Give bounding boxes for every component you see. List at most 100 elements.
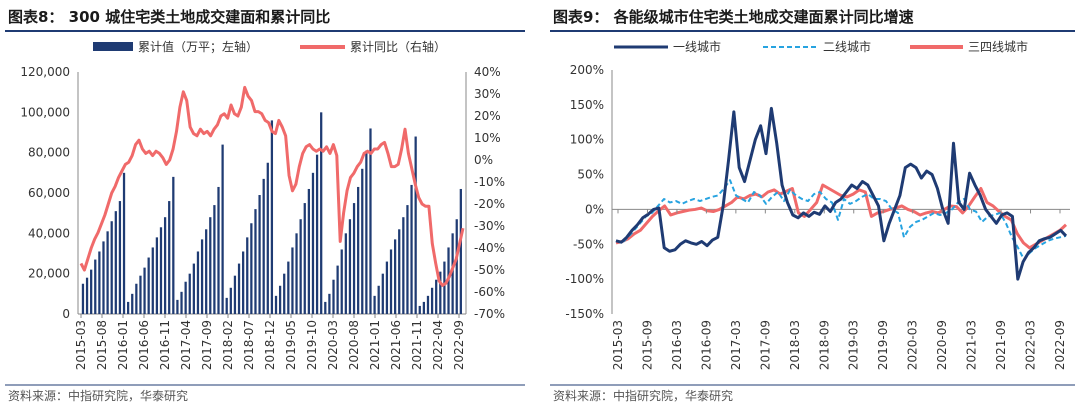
chart8-bar [229,287,232,314]
chart9-y-tick-labels: -150% -100% -50% 0% 50% 100% 150% 200% [565,63,604,321]
chart8-bar [311,172,315,314]
chart8-right-tick-label: -50% [474,263,505,277]
chart8-bar [81,283,85,314]
chart8-bar [106,231,109,314]
chart8-bar [340,249,343,314]
chart8-bar [131,293,134,314]
chart8-bar [315,154,319,314]
chart9-line-series [612,106,1070,281]
chart8-bars [81,112,462,315]
chart8-bar [188,273,191,314]
chart9-x-tick-label: 2021-03 [965,320,979,370]
chart8-right-tick-label: -10% [474,175,505,189]
chart8-bar [151,247,154,314]
chart8-left-tick-label: 40,000 [28,226,70,240]
chart8-bar [209,217,212,314]
chart8-x-tick-label: 2015-03 [74,320,88,370]
chart8-left-tick-label: 120,000 [20,65,70,79]
chart8-bar [233,275,237,314]
chart8-bar [410,184,413,314]
chart8-right-tick-label: 10% [474,131,501,145]
chart8-bar [217,186,220,314]
chart8-bar [357,186,360,314]
chart8-bar [258,195,261,314]
chart8-bar [307,188,310,314]
chart9-x-tick-label: 2016-09 [699,320,713,370]
chart8-x-tick-label: 2016-01 [116,320,130,370]
chart8-bar [430,287,434,314]
chart8-left-tick-label: 20,000 [28,267,70,281]
chart9-series-line [615,106,1068,281]
chart9-title: 图表9： 各能级城市住宅类土地成交建面累计同比增速 [553,8,914,26]
chart8-bar [283,273,286,314]
chart8-x-tick-label: 2019-05 [284,320,298,370]
chart8-bar [262,178,265,314]
chart8-bar [328,293,331,314]
chart8-bar [459,188,462,314]
chart8-bar [250,223,253,314]
chart8-bar [303,203,306,314]
chart8-right-tick-label: 0% [474,153,493,167]
chart8-right-tick-label: -20% [474,197,505,211]
chart8-x-tick-labels: 2015-03 2015-08 2016-01 2016-06 2016-11 2017-… [74,314,466,370]
chart9-legend-label-tier1: 一线城市 [673,39,721,54]
chart9-y-tick-label: 150% [570,98,604,112]
chart8-x-tick-label: 2018-02 [221,320,235,370]
chart9-series-line [615,183,1068,250]
chart8-x-tick-label: 2016-06 [137,320,151,370]
chart8-bar [168,201,171,314]
chart8-panel: 图表8： 300 城住宅类土地成交建面和累计同比 累计值（万平；左轴） 累计同比… [5,8,525,403]
chart8-x-tick-label: 2022-09 [452,320,466,370]
chart8-x-tick-label: 2018-07 [242,320,256,370]
chart9-x-tick-label: 2019-09 [876,320,890,370]
chart8-bar [451,233,454,314]
chart8-bar [192,263,195,314]
chart8-right-tick-label: 40% [474,65,501,79]
chart9-legend-label-tier2: 二线城市 [823,39,871,54]
chart9-y-tick-label: 0% [585,202,604,216]
chart8-right-tick-label: -40% [474,241,505,255]
chart9-x-tick-label: 2020-03 [906,320,920,370]
chart9-y-tick-label: -100% [565,272,604,286]
chart8-bar [369,128,372,314]
chart8-bar [98,251,101,314]
chart8-bar [439,271,442,314]
chart8-bar [94,259,97,314]
chart8-bar [225,297,228,314]
chart9-x-tick-label: 2022-03 [1024,320,1038,370]
chart8-legend-bar-label: 累计值（万平；左轴） [138,39,258,54]
chart8-title: 图表8： 300 城住宅类土地成交建面和累计同比 [8,8,330,26]
chart8-bar [266,162,269,314]
chart8-source: 资料来源：中指研究院，华泰研究 [8,388,188,403]
chart8-left-tick-label: 0 [62,307,70,321]
chart8-bar [196,251,200,314]
chart9-y-tick-label: -150% [565,307,604,321]
chart9-x-tick-label: 2019-03 [847,320,861,370]
chart8-bar [291,247,294,314]
chart9-x-tick-label: 2015-09 [640,320,654,370]
chart8-bar [418,305,421,314]
chart8-x-tick-label: 2022-04 [431,320,445,370]
chart8-bar [324,301,327,314]
chart8-bar [435,279,438,314]
chart8-bar [373,295,376,314]
chart8-x-tick-label: 2016-11 [158,320,172,370]
chart8-right-tick-label: 30% [474,87,501,101]
chart8-bar [402,217,405,314]
chart9-x-tick-label: 2015-03 [611,320,625,370]
chart8-bar [352,203,356,314]
chart8-bar [443,261,446,314]
chart9-x-tick-label: 2022-09 [1053,320,1067,370]
chart8-bar [163,217,167,314]
chart8-x-tick-label: 2017-04 [179,320,193,370]
chart8-bar [200,239,204,314]
chart8-bar [143,267,146,314]
chart8-legend-bar-swatch [93,42,133,51]
chart8-bar [85,277,89,314]
chart8-bar [147,257,150,314]
chart8-right-tick-label: -70% [474,307,505,321]
chart8-bar [135,283,138,314]
chart8-line [79,85,465,287]
